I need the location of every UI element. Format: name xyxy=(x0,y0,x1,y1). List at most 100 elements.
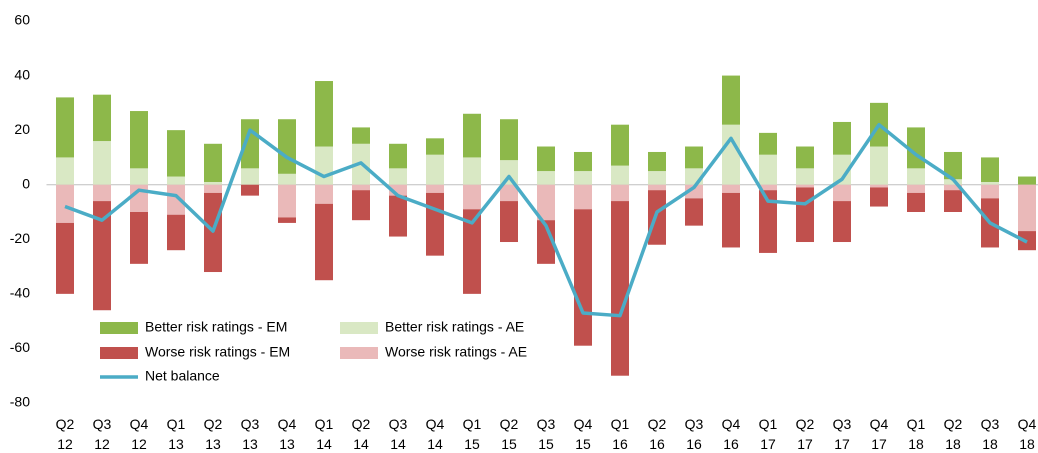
bar xyxy=(981,181,999,185)
bar xyxy=(278,173,296,185)
bar xyxy=(944,184,962,191)
bar xyxy=(352,190,370,221)
x-tick-label: Q1 14 xyxy=(314,416,334,452)
bar xyxy=(759,132,777,155)
bar xyxy=(93,94,111,142)
bar xyxy=(574,184,592,210)
bar xyxy=(833,184,851,202)
bar xyxy=(426,154,444,185)
bar xyxy=(944,179,962,185)
bar xyxy=(463,209,481,294)
bar xyxy=(648,184,666,191)
bar xyxy=(611,165,629,185)
x-tick-label: Q1 13 xyxy=(166,416,186,452)
bar xyxy=(870,187,888,207)
legend-swatch xyxy=(100,322,138,334)
bar xyxy=(315,203,333,281)
bar xyxy=(130,168,148,185)
bar xyxy=(685,198,703,226)
bar xyxy=(93,141,111,185)
bar xyxy=(796,146,814,169)
bar xyxy=(1018,184,1036,232)
bar xyxy=(611,184,629,202)
x-tick-label: Q1 15 xyxy=(462,416,482,452)
bar xyxy=(537,146,555,172)
bar xyxy=(611,124,629,166)
bar xyxy=(93,184,111,202)
bar xyxy=(648,151,666,172)
bar xyxy=(315,184,333,204)
y-tick-label: -60 xyxy=(10,339,30,355)
bar xyxy=(500,119,518,161)
bar xyxy=(907,184,925,193)
x-tick-label: Q3 13 xyxy=(240,416,260,452)
bar xyxy=(56,97,74,158)
bar xyxy=(389,195,407,237)
bar xyxy=(1018,176,1036,185)
bar xyxy=(278,184,296,218)
bar xyxy=(463,184,481,210)
bar xyxy=(685,146,703,169)
bar xyxy=(648,171,666,185)
bar xyxy=(352,184,370,191)
line xyxy=(64,122,1028,318)
bar xyxy=(389,184,407,196)
bar xyxy=(722,124,740,185)
bar xyxy=(389,168,407,185)
bar xyxy=(759,184,777,191)
bar xyxy=(907,168,925,185)
bar xyxy=(833,121,851,155)
x-tick-label: Q3 18 xyxy=(980,416,1000,452)
bar xyxy=(870,184,888,188)
bar xyxy=(833,154,851,185)
bar xyxy=(241,184,259,196)
x-tick-label: Q2 15 xyxy=(499,416,519,452)
x-tick-label: Q4 18 xyxy=(1017,416,1037,452)
bar xyxy=(500,201,518,243)
bar xyxy=(426,192,444,256)
bar xyxy=(870,146,888,185)
bar xyxy=(648,190,666,245)
bar xyxy=(389,143,407,169)
bar xyxy=(907,192,925,212)
bar xyxy=(278,119,296,174)
legend-swatch xyxy=(340,347,378,359)
bar xyxy=(722,192,740,248)
y-tick-label: 60 xyxy=(14,12,30,28)
y-tick-label: -80 xyxy=(10,394,30,410)
legend-label: Better risk ratings - AE xyxy=(385,319,524,335)
bar xyxy=(241,168,259,185)
bar xyxy=(315,146,333,185)
bar xyxy=(56,184,74,223)
y-tick-label: 40 xyxy=(14,66,30,82)
bar xyxy=(537,220,555,264)
y-tick-label: 20 xyxy=(14,121,30,137)
bar xyxy=(463,157,481,185)
bar xyxy=(167,214,185,251)
legend-label: Worse risk ratings - EM xyxy=(145,344,290,360)
bar xyxy=(796,168,814,185)
legend-label: Better risk ratings - EM xyxy=(145,319,287,335)
bar xyxy=(56,157,74,185)
bar xyxy=(56,222,74,294)
legend-swatch xyxy=(340,322,378,334)
bar xyxy=(500,160,518,185)
bar xyxy=(167,130,185,177)
x-tick-label: Q3 17 xyxy=(832,416,852,452)
bar xyxy=(722,184,740,193)
bar xyxy=(574,209,592,346)
x-tick-label: Q4 14 xyxy=(425,416,445,452)
bar xyxy=(944,151,962,180)
bar xyxy=(315,81,333,147)
bar xyxy=(759,154,777,185)
x-tick-label: Q3 14 xyxy=(388,416,408,452)
bar xyxy=(796,184,814,188)
bar xyxy=(574,171,592,185)
x-tick-label: Q2 18 xyxy=(943,416,963,452)
bar xyxy=(463,113,481,158)
bar xyxy=(426,138,444,155)
x-tick-label: Q3 16 xyxy=(684,416,704,452)
bar xyxy=(93,201,111,311)
legend-swatch xyxy=(100,347,138,359)
bar xyxy=(500,184,518,202)
